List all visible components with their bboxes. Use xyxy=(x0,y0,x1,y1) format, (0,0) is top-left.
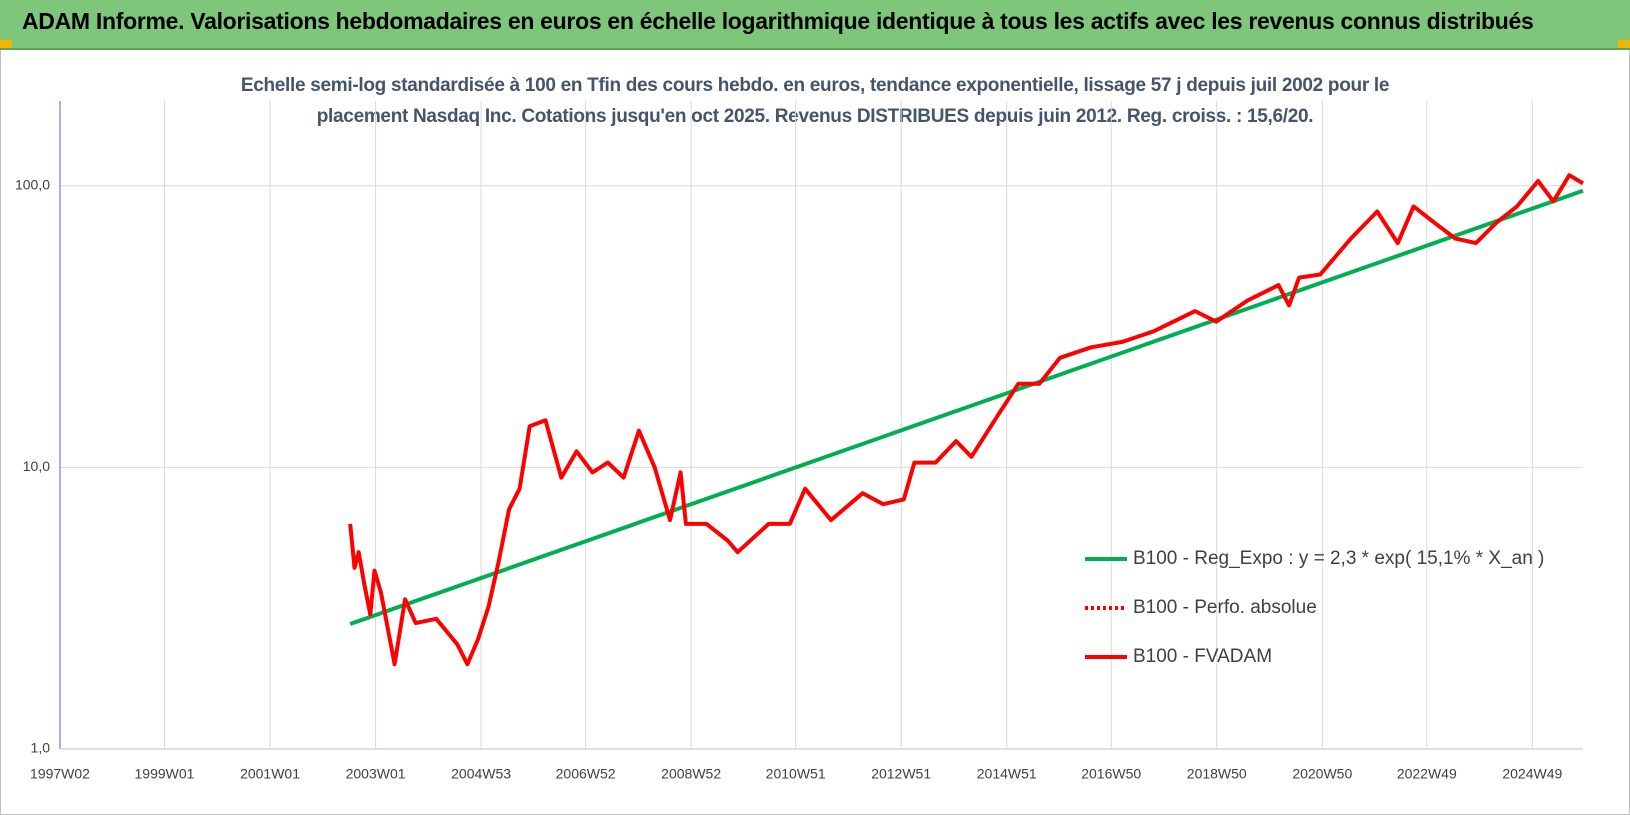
x-tick-label: 2008W52 xyxy=(661,766,721,782)
x-tick-label: 2016W50 xyxy=(1081,766,1141,782)
series-line xyxy=(349,188,1584,626)
legend-label: B100 - Perfo. absolue xyxy=(1133,597,1317,618)
x-tick-label: 2012W51 xyxy=(871,766,931,782)
x-tick-label: 2022W49 xyxy=(1397,766,1457,782)
y-tick-label: 10,0 xyxy=(23,458,50,474)
chart-title: ADAM Informe. Valorisations hebdomadaire… xyxy=(22,8,1534,34)
corner xyxy=(0,40,12,48)
x-tick-label: 2014W51 xyxy=(977,766,1037,782)
x-tick-label: 1997W02 xyxy=(30,766,90,782)
x-tick-label: 1999W01 xyxy=(135,766,195,782)
header-bar: ADAM Informe. Valorisations hebdomadaire… xyxy=(0,0,1630,50)
legend-label: B100 - FVADAM xyxy=(1133,646,1272,667)
y-tick-label: 1,0 xyxy=(31,740,51,756)
x-tick-label: 2003W01 xyxy=(346,766,406,782)
x-tick-label: 2001W01 xyxy=(240,766,300,782)
x-tick-label: 2004W53 xyxy=(451,766,511,782)
x-tick-label: 2010W51 xyxy=(766,766,826,782)
x-tick-label: 2006W52 xyxy=(556,766,616,782)
chart-subtitle: Echelle semi-log standardisée à 100 en T… xyxy=(240,75,1390,127)
corner xyxy=(1618,40,1630,48)
x-tick-label: 2018W50 xyxy=(1187,766,1247,782)
series-line xyxy=(348,173,1585,667)
x-tick-label: 2024W49 xyxy=(1502,766,1562,782)
x-tick-label: 2020W50 xyxy=(1292,766,1352,782)
y-tick-label: 100,0 xyxy=(15,176,50,192)
legend-label: B100 - Reg_Expo : y = 2,3 * exp( 15,1% *… xyxy=(1133,548,1544,569)
